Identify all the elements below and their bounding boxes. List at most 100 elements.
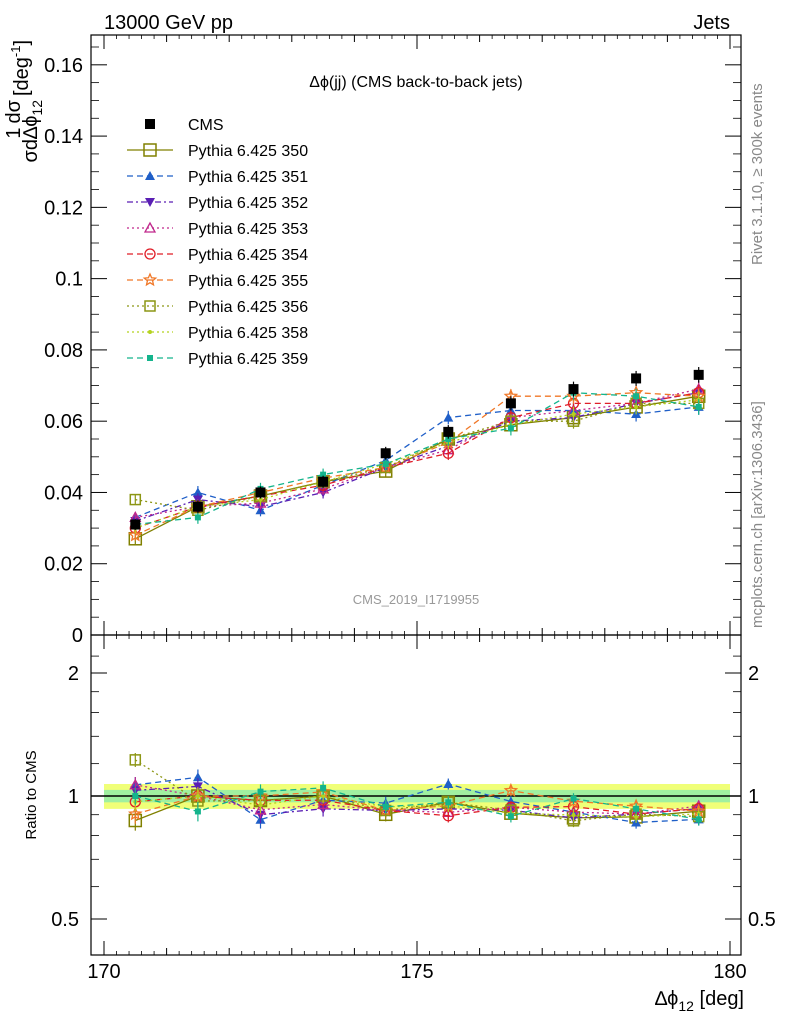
legend-label: Pythia 6.425 351 xyxy=(188,169,308,186)
process-label: Jets xyxy=(693,12,730,34)
legend-entry-pythia-6-425-354: Pythia 6.425 354 xyxy=(127,247,308,264)
data-point xyxy=(130,519,141,530)
data-point xyxy=(445,436,452,442)
legend-marker xyxy=(144,248,156,260)
legend-label: Pythia 6.425 359 xyxy=(188,351,308,368)
data-point xyxy=(316,482,330,494)
ratio-point xyxy=(633,805,640,812)
y-tick-label: 0.14 xyxy=(44,126,83,148)
data-point xyxy=(382,460,389,467)
ratio-series-line xyxy=(135,787,699,820)
data-point xyxy=(192,501,203,512)
ratio-point xyxy=(254,803,267,815)
y-axis-label: 1dσ σd∆ϕ12 [deg-1] xyxy=(3,40,45,163)
ratio-point xyxy=(132,793,139,799)
legend-marker xyxy=(142,272,158,287)
ratio-frame xyxy=(90,634,742,956)
data-point xyxy=(571,412,576,417)
legend-label: Pythia 6.425 355 xyxy=(188,273,308,290)
ratio-point xyxy=(192,772,203,782)
data-point xyxy=(443,412,454,422)
legend-label: Pythia 6.425 350 xyxy=(188,143,308,160)
legend-entry-pythia-6-425-350: Pythia 6.425 350 xyxy=(127,143,308,160)
legend-marker xyxy=(145,198,155,207)
data-point xyxy=(320,471,327,478)
legend-marker xyxy=(148,330,152,334)
ratio-point xyxy=(192,782,203,792)
ratio-point xyxy=(320,784,327,791)
ratio-tick-label: 2 xyxy=(68,663,79,685)
y-tick-label: 0.04 xyxy=(44,482,83,504)
main-panel: 0 0.02 0.04 0.06 0.08 0.1 0.12 0.14 0.16 Δϕ(jj) … xyxy=(44,34,742,647)
legend-entry-pythia-6-425-358: Pythia 6.425 358 xyxy=(127,325,308,342)
series-line xyxy=(135,392,699,526)
ratio-point xyxy=(695,816,702,823)
data-point xyxy=(128,527,143,542)
energy-label: 13000 GeV pp xyxy=(104,12,233,34)
ratio-series-line xyxy=(134,759,699,822)
y-tick-label: 0.06 xyxy=(44,411,83,433)
data-point xyxy=(693,369,704,380)
y-tick-label: 0.08 xyxy=(44,340,83,362)
data-point xyxy=(129,493,142,506)
series-line xyxy=(135,402,699,511)
mcplots-label: mcplots.cern.ch [arXiv:1306.3436] xyxy=(749,401,766,628)
y-tick-label: 0.1 xyxy=(55,269,83,291)
data-point xyxy=(318,476,329,487)
y-tick-label: 0.12 xyxy=(44,197,83,219)
ratio-point xyxy=(127,806,143,821)
ratio-tick-label-right: 0.5 xyxy=(748,909,776,931)
ratio-series-pythia-6-425-359 xyxy=(132,781,702,826)
ratio-series-line xyxy=(135,785,699,819)
legend-marker xyxy=(145,119,155,129)
data-point xyxy=(634,404,639,409)
x-axis-label: ∆ϕ12 [deg] xyxy=(655,988,744,1014)
ratio-axis-label: Ratio to CMS xyxy=(23,750,40,839)
ratio-panel: 170 175 180 0.5 0.5 1 1 2 2 Ratio to CMS xyxy=(23,634,776,983)
legend: CMS Pythia 6.425 350 Pythia 6.425 351 Pythi… xyxy=(127,117,308,368)
y-tick-label: 0.02 xyxy=(44,554,83,576)
ratio-point xyxy=(571,812,576,817)
ratio-tick-label: 0.5 xyxy=(51,909,79,931)
x-tick-label: 175 xyxy=(400,961,433,983)
ratio-tick-label-right: 1 xyxy=(748,786,759,808)
legend-entry-pythia-6-425-351: Pythia 6.425 351 xyxy=(127,169,308,186)
data-point xyxy=(568,384,579,395)
series-cms xyxy=(130,367,704,530)
ratio-point xyxy=(503,782,519,797)
legend-label: Pythia 6.425 356 xyxy=(188,299,308,316)
legend-marker xyxy=(145,171,155,180)
data-point xyxy=(255,487,266,498)
ratio-series-line xyxy=(135,784,699,815)
data-point xyxy=(695,403,702,410)
ratio-tick-label-right: 2 xyxy=(748,663,759,685)
data-point xyxy=(631,373,642,384)
ratio-point xyxy=(129,754,142,766)
data-point xyxy=(443,426,454,437)
legend-label: CMS xyxy=(188,117,224,134)
legend-entry-pythia-6-425-356: Pythia 6.425 356 xyxy=(127,299,308,316)
ratio-point xyxy=(445,799,452,806)
legend-marker xyxy=(144,300,156,312)
data-point xyxy=(194,514,201,521)
ratio-point xyxy=(443,778,454,788)
ratio-point xyxy=(257,788,264,795)
series-line xyxy=(135,392,699,536)
ratio-point xyxy=(507,813,514,820)
legend-marker xyxy=(143,143,157,157)
legend-label: Pythia 6.425 358 xyxy=(188,325,308,342)
data-point xyxy=(507,425,514,432)
rivet-version-label: Rivet 3.1.10, ≥ 300k events xyxy=(749,83,766,265)
ratio-series-line xyxy=(135,795,699,817)
data-point xyxy=(192,487,203,497)
legend-entry-pythia-6-425-353: Pythia 6.425 353 xyxy=(127,221,308,238)
y-tick-label: 0.16 xyxy=(44,55,83,77)
series-line xyxy=(135,392,699,529)
x-tick-label: 170 xyxy=(87,961,120,983)
y-tick-label: 0 xyxy=(72,625,83,647)
legend-entry-pythia-6-425-359: Pythia 6.425 359 xyxy=(127,351,308,368)
legend-label: Pythia 6.425 354 xyxy=(188,247,308,264)
ratio-point xyxy=(382,803,389,810)
plot-title: Δϕ(jj) (CMS back-to-back jets) xyxy=(309,74,522,91)
